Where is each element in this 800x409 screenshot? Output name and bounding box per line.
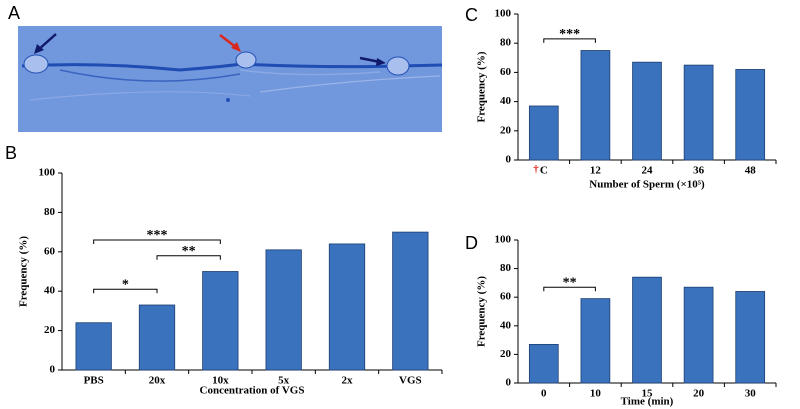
x-tick-label: 24	[642, 165, 654, 177]
y-tick-label: 80	[500, 262, 512, 274]
bar	[138, 304, 176, 371]
bar	[683, 64, 714, 161]
y-tick-label: 60	[500, 66, 512, 78]
bar	[632, 61, 662, 161]
significance-label: **	[182, 244, 196, 259]
bar	[265, 249, 302, 371]
x-tick-label: 20x	[149, 375, 166, 387]
x-axis-label: Concentration of VGS	[200, 385, 305, 397]
x-tick-label: VGS	[399, 375, 422, 387]
x-tick-label: C	[540, 165, 548, 177]
x-tick-label: 0	[541, 388, 547, 400]
x-tick-label: 48	[745, 165, 757, 177]
x-tick-label: 10x	[212, 375, 229, 387]
micrograph	[18, 26, 443, 132]
bar	[683, 286, 714, 384]
bar	[328, 243, 366, 371]
y-tick-label: 0	[506, 377, 512, 389]
panel-label: C	[465, 5, 478, 25]
bar	[392, 231, 429, 371]
y-tick-label: 20	[500, 348, 512, 360]
significance-bracket	[543, 38, 596, 43]
y-tick-label: 0	[506, 154, 512, 166]
significance-bracket	[93, 288, 158, 294]
bar	[75, 322, 112, 371]
significance-bracket	[543, 286, 596, 292]
bar	[580, 50, 611, 161]
significance-label: *	[122, 277, 129, 292]
bar	[528, 343, 559, 384]
y-axis-label: Frequency (%)	[476, 276, 488, 347]
y-tick-label: 20	[500, 124, 512, 136]
y-tick-label: 100	[39, 167, 56, 179]
x-tick-label: 12	[590, 165, 602, 177]
panel-label: D	[465, 233, 478, 253]
bar	[202, 271, 239, 371]
x-tick-label: PBS	[84, 375, 104, 387]
y-tick-label: 80	[500, 37, 512, 49]
y-tick-label: 60	[500, 291, 512, 303]
y-axis-label: Frequency (%)	[18, 236, 30, 307]
x-tick-label: 15	[642, 388, 654, 400]
x-tick-label: 36	[693, 165, 705, 177]
y-tick-label: 40	[500, 319, 512, 331]
y-tick-label: 40	[44, 285, 56, 297]
dagger: †	[533, 164, 539, 176]
y-tick-label: 100	[495, 234, 512, 246]
x-axis-label: Number of Sperm (×10⁵)	[589, 179, 705, 191]
panel-label: B	[5, 143, 17, 163]
bar	[580, 298, 611, 384]
x-tick-label: 2x	[342, 375, 354, 387]
y-axis-label: Frequency (%)	[476, 51, 488, 122]
y-tick-label: 0	[50, 364, 56, 376]
significance-label: ***	[147, 228, 168, 243]
y-tick-label: 60	[44, 245, 56, 257]
x-tick-label: 30	[745, 388, 757, 400]
significance-bracket	[93, 239, 221, 244]
bar	[632, 276, 662, 384]
y-tick-label: 100	[495, 8, 512, 20]
x-tick-label: 10	[590, 388, 602, 400]
y-tick-label: 80	[44, 206, 56, 218]
panel-label: A	[8, 3, 20, 23]
x-tick-label: 20	[693, 388, 705, 400]
significance-label: **	[563, 275, 577, 290]
y-tick-label: 20	[44, 324, 56, 336]
bar	[735, 69, 766, 161]
significance-label: ***	[559, 27, 580, 42]
x-tick-label: 5x	[278, 375, 290, 387]
x-axis-label: Time (min)	[621, 396, 674, 408]
bar	[528, 105, 559, 161]
significance-bracket	[156, 255, 221, 260]
bar	[735, 291, 766, 384]
y-tick-label: 40	[500, 95, 512, 107]
